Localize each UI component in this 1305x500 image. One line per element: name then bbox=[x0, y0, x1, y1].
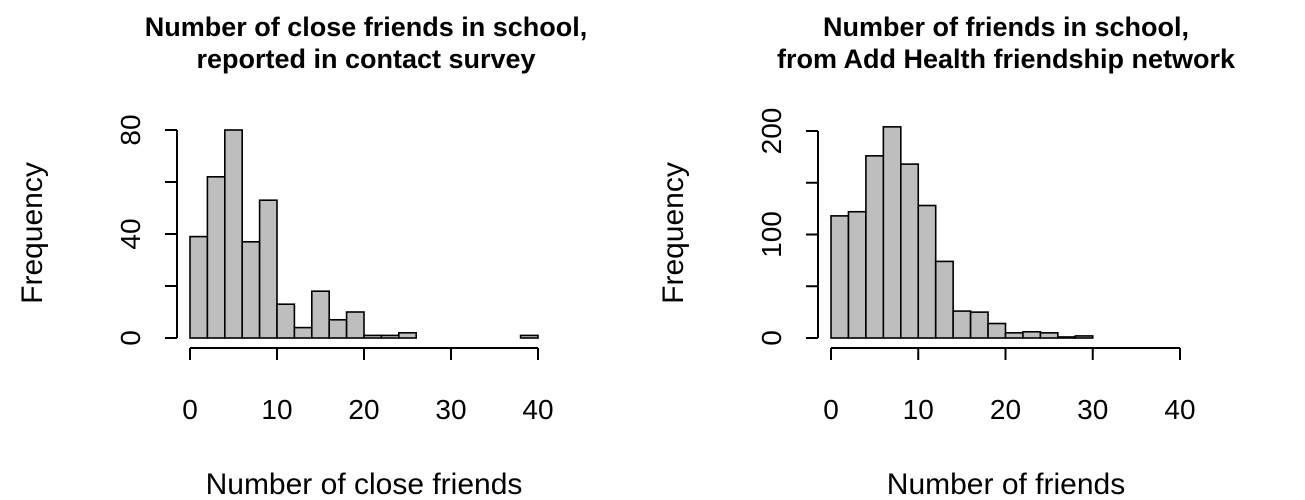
chart-title-line2: from Add Health friendship network bbox=[777, 44, 1236, 74]
histogram-bar bbox=[987, 322, 1007, 339]
histogram-bar bbox=[345, 311, 365, 339]
histogram-bar bbox=[206, 176, 226, 339]
histogram-bar bbox=[328, 318, 348, 339]
chart-title-line1: Number of close friends in school, bbox=[145, 12, 588, 42]
histogram-bar bbox=[258, 199, 278, 339]
y-tick-label: 40 bbox=[115, 218, 146, 249]
y-axis-label: Frequency bbox=[16, 162, 49, 304]
x-tick-label: 40 bbox=[522, 394, 553, 425]
x-tick-label: 20 bbox=[990, 394, 1021, 425]
histogram-bar bbox=[1074, 335, 1094, 339]
histogram-bar bbox=[380, 334, 400, 339]
histogram-bar bbox=[1039, 332, 1059, 339]
x-tick-label: 20 bbox=[348, 394, 379, 425]
histogram-bar bbox=[397, 331, 417, 339]
x-tick-label: 40 bbox=[1164, 394, 1195, 425]
histogram-bar bbox=[969, 311, 989, 339]
y-axis: 0 100 200 bbox=[756, 108, 819, 346]
y-tick-label: 100 bbox=[756, 211, 787, 258]
histogram-bar bbox=[519, 334, 539, 339]
chart-title-line1: Number of friends in school, bbox=[823, 12, 1189, 42]
x-axis: 0 10 20 30 40 bbox=[823, 347, 1196, 425]
x-axis-label: Number of friends bbox=[887, 468, 1125, 500]
histogram-bar bbox=[882, 126, 902, 339]
histogram-bar bbox=[189, 235, 209, 339]
histogram-bar bbox=[917, 204, 937, 339]
histogram-bar bbox=[865, 155, 885, 339]
histogram-bar bbox=[241, 241, 261, 339]
histogram-bar bbox=[847, 210, 867, 339]
x-tick-label: 0 bbox=[823, 394, 839, 425]
histogram-bar bbox=[1004, 332, 1024, 339]
x-tick-label: 30 bbox=[1077, 394, 1108, 425]
x-tick-label: 10 bbox=[261, 394, 292, 425]
y-tick-label: 200 bbox=[756, 108, 787, 155]
histogram-bar bbox=[934, 260, 954, 339]
y-tick-label: 80 bbox=[115, 114, 146, 145]
histogram-bar bbox=[224, 129, 244, 339]
histogram-close-friends: Number of close friends in school, repor… bbox=[16, 12, 587, 500]
bars bbox=[830, 126, 1094, 339]
y-tick-label: 0 bbox=[756, 330, 787, 346]
y-tick-label: 0 bbox=[115, 330, 146, 346]
bars bbox=[189, 129, 539, 339]
histogram-friends-network: Number of friends in school, from Add He… bbox=[657, 12, 1236, 500]
histogram-bar bbox=[293, 326, 313, 339]
histogram-bar bbox=[363, 334, 383, 339]
y-axis-label: Frequency bbox=[657, 162, 690, 304]
x-axis-label: Number of close friends bbox=[206, 468, 523, 500]
x-tick-label: 10 bbox=[903, 394, 934, 425]
histogram-bar bbox=[830, 215, 850, 339]
histogram-bar bbox=[310, 290, 330, 339]
histogram-bar bbox=[276, 303, 296, 339]
histogram-bar bbox=[1057, 336, 1077, 339]
x-tick-label: 0 bbox=[182, 394, 198, 425]
x-axis: 0 10 20 30 40 bbox=[182, 347, 554, 425]
histogram-bar bbox=[952, 310, 972, 339]
y-axis: 0 40 80 bbox=[115, 114, 178, 346]
x-tick-label: 30 bbox=[435, 394, 466, 425]
histogram-bar bbox=[899, 163, 920, 339]
histogram-bar bbox=[1022, 330, 1042, 339]
chart-title-line2: reported in contact survey bbox=[196, 44, 535, 74]
